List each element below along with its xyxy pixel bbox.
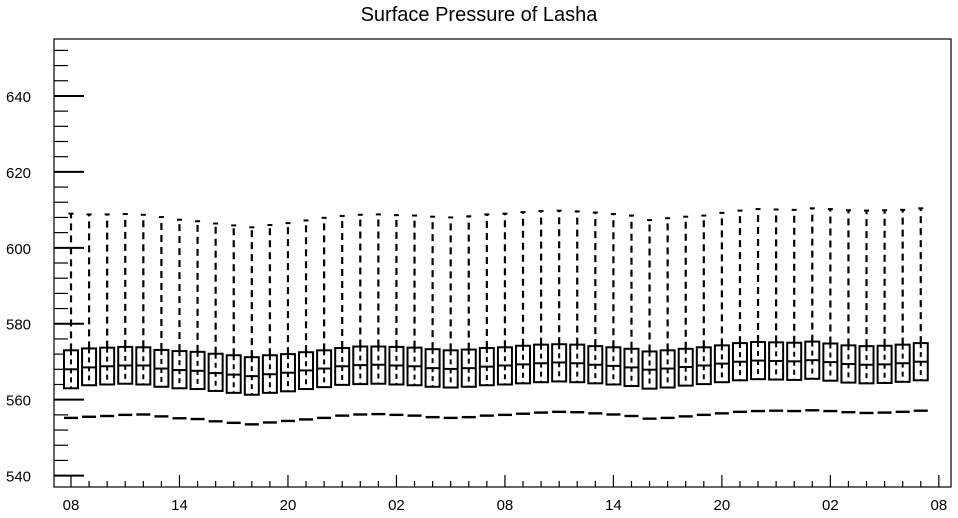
x-tick-label: 08 (497, 497, 514, 514)
box-group (695, 214, 712, 417)
box-group (605, 213, 622, 416)
box-group (370, 213, 387, 416)
box-group (225, 224, 242, 425)
box-group (316, 216, 333, 420)
box-group (768, 208, 785, 412)
box-group (533, 209, 550, 414)
box-group (623, 214, 640, 418)
box-group (496, 212, 513, 417)
y-tick-label: 540 (6, 469, 31, 486)
box-group (442, 216, 459, 420)
box-group (99, 213, 116, 418)
box-group (460, 215, 477, 419)
y-tick-label: 640 (6, 89, 31, 106)
chart-title: Surface Pressure of Lasha (360, 4, 598, 26)
box-group (153, 216, 170, 418)
x-tick-label: 20 (280, 497, 297, 514)
box-group (677, 215, 694, 418)
box-group (334, 214, 351, 417)
y-tick-label: 560 (6, 393, 31, 410)
boxes-group (63, 207, 929, 426)
box-group (822, 208, 839, 413)
box-group (713, 211, 730, 415)
x-tick-label: 20 (714, 497, 731, 514)
x-tick-label: 02 (822, 497, 839, 514)
box-group (388, 214, 405, 417)
box-group (894, 208, 911, 414)
y-tick-label: 580 (6, 317, 31, 334)
box-group (171, 218, 188, 420)
x-axis: 08 14 20 02 08 14 20 02 08 (63, 475, 947, 514)
box-group (135, 213, 152, 416)
box-group (569, 210, 586, 414)
box-group (352, 213, 369, 416)
box-group (551, 209, 568, 414)
x-tick-label: 08 (63, 497, 80, 514)
box-group (207, 222, 224, 423)
box-group (641, 219, 658, 420)
box-group (731, 209, 748, 414)
box-group (912, 207, 929, 412)
box-group (243, 226, 260, 426)
box-group (786, 208, 803, 413)
box-group (876, 209, 893, 414)
box-group (261, 224, 278, 424)
plot-frame (53, 38, 952, 488)
x-tick-label: 02 (388, 497, 405, 514)
y-axis: 540 560 580 600 620 640 (6, 49, 84, 486)
box-group (515, 211, 531, 415)
box-group (189, 220, 206, 421)
box-group (659, 217, 676, 420)
x-tick-label: 14 (605, 497, 622, 514)
box-group (804, 207, 821, 412)
box-group (587, 211, 604, 415)
box-group (478, 213, 495, 417)
y-tick-label: 620 (6, 165, 31, 182)
y-tick-label: 600 (6, 241, 31, 258)
box-group (750, 208, 767, 413)
box-group (63, 212, 79, 420)
box-group (81, 213, 98, 418)
box-group (406, 214, 423, 417)
x-tick-label: 14 (171, 497, 188, 514)
box-group (298, 219, 315, 421)
box-group (840, 209, 857, 414)
box-group (424, 215, 441, 419)
box-group (858, 209, 875, 415)
box-group (279, 222, 296, 423)
box-group (117, 213, 134, 417)
x-tick-label: 08 (930, 497, 947, 514)
